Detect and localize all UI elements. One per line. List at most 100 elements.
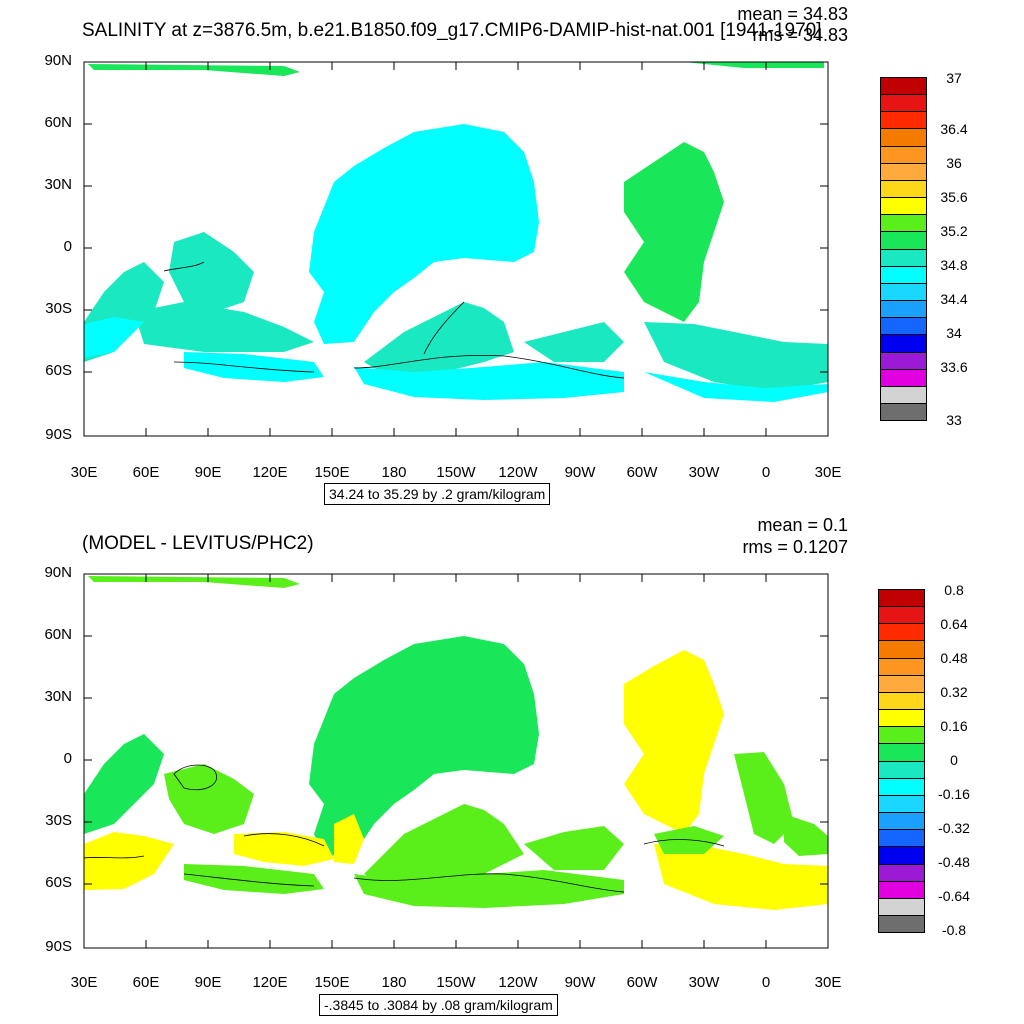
panel2-lon-0: 0	[761, 974, 771, 991]
panel2-mean: mean = 0.1	[757, 515, 848, 535]
panel1-cb-label-34-4: 34.4	[940, 291, 968, 307]
panel2-cb-label-0-8: 0.8	[944, 582, 964, 598]
panel2-lat-90n: 90N	[44, 564, 72, 581]
panel1-lon-30w: 30W	[688, 464, 720, 481]
colorbar-swatch	[881, 317, 926, 335]
colorbar-swatch	[879, 897, 924, 915]
panel1-cb-label-34-8: 34.8	[940, 257, 968, 273]
colorbar-swatch	[879, 640, 924, 658]
panel2-map	[83, 573, 829, 949]
antarctic-ring-east	[644, 372, 828, 402]
panel1-contours	[163, 261, 625, 379]
panel1-lon-150e: 150E	[314, 464, 350, 481]
panel2-lon-150w: 150W	[436, 974, 476, 991]
indian-ocean-west	[84, 734, 164, 834]
colorbar-swatch	[879, 880, 924, 898]
arctic-strip-west	[88, 576, 300, 588]
panel1-lon-0: 0	[761, 464, 771, 481]
panel1-colorbar	[880, 77, 927, 421]
colorbar-swatch	[879, 674, 924, 692]
colorbar-swatch	[881, 179, 926, 198]
panel1-title: SALINITY at z=3876.5m, b.e21.B1850.f09_g…	[82, 20, 822, 41]
colorbar-swatch	[879, 726, 924, 744]
arctic-strip-east	[684, 62, 824, 68]
panel1-cb-label-36: 36	[946, 155, 962, 171]
indian-south-band	[234, 832, 334, 866]
colorbar-swatch	[881, 197, 926, 215]
panel2-lon-30e: 30E	[70, 974, 98, 991]
colorbar-swatch	[881, 78, 926, 95]
atlantic-south	[654, 844, 828, 910]
panel1-salinity-field	[84, 62, 828, 402]
panel2-cb-label-0-64: 0.64	[940, 616, 968, 632]
panel2-lat-30n: 30N	[44, 688, 72, 705]
panel1-lon-30e-end: 30E	[814, 464, 842, 481]
colorbar-swatch	[881, 214, 926, 232]
pacific-basin	[309, 124, 539, 344]
panel1-cb-label-36-4: 36.4	[940, 121, 968, 137]
colorbar-swatch	[881, 334, 926, 352]
panel1-cb-label-34: 34	[946, 325, 962, 341]
colorbar-swatch	[881, 385, 926, 403]
panel2-lon-30e-end: 30E	[814, 974, 842, 991]
panel2-colorbar	[878, 589, 925, 933]
panel2-cb-label-neg-0-32: -0.32	[938, 820, 970, 836]
panel2-cb-label-0: 0	[950, 752, 958, 768]
indian-ocean-south-yellow	[84, 832, 174, 890]
panel2-cb-label-neg-0-64: -0.64	[938, 888, 970, 904]
colorbar-swatch	[881, 111, 926, 129]
panel2-lon-60w: 60W	[626, 974, 658, 991]
colorbar-swatch	[881, 248, 926, 266]
panel1-range-box: 34.24 to 35.29 by .2 gram/kilogram	[324, 483, 551, 505]
colorbar-swatch	[879, 709, 924, 727]
colorbar-swatch	[881, 300, 926, 318]
atlantic-south	[644, 322, 828, 392]
colorbar-swatch	[879, 777, 924, 795]
atlantic-south-east	[734, 752, 794, 844]
indian-to-australia	[84, 317, 144, 358]
southeast-pacific	[524, 322, 624, 362]
panel1-cb-label-37: 37	[946, 70, 962, 86]
colorbar-swatch	[881, 94, 926, 112]
panel1-lon-60e: 60E	[132, 464, 160, 481]
panel1-cb-label-35-6: 35.6	[940, 189, 968, 205]
pacific-south	[364, 804, 524, 886]
panel1-lon-90w: 90W	[564, 464, 596, 481]
panel2-range-box: -.3845 to .3084 by .08 gram/kilogram	[319, 994, 558, 1016]
panel1-ticks	[83, 61, 829, 437]
panel1-lat-90s: 90S	[45, 426, 72, 443]
pacific-south	[364, 302, 514, 374]
panel1-lat-0: 0	[63, 238, 72, 255]
colorbar-swatch	[881, 282, 926, 301]
panel1-cb-label-33: 33	[946, 412, 962, 428]
panel2-ticks	[83, 573, 829, 949]
panel2-rms: rms = 0.1207	[742, 537, 848, 557]
panel2-lon-120w: 120W	[498, 974, 538, 991]
panel1-lon-150w: 150W	[436, 464, 476, 481]
panel2-cb-label-neg-0-48: -0.48	[938, 854, 970, 870]
colorbar-swatch	[879, 829, 924, 847]
colorbar-swatch	[879, 846, 924, 864]
panel2-cb-label-neg-0-8: -0.8	[941, 922, 967, 938]
panel2-cb-label-neg-0-16: -0.16	[938, 786, 970, 802]
panel1-lat-30n: 30N	[44, 176, 72, 193]
colorbar-swatch	[879, 760, 924, 778]
arctic-strip-west	[88, 64, 300, 76]
southern-ocean-central	[354, 870, 624, 908]
panel2-lat-60s: 60S	[45, 874, 72, 891]
panel1-lat-90n: 90N	[44, 52, 72, 69]
colorbar-swatch	[881, 231, 926, 249]
atlantic-north	[624, 650, 724, 834]
panel1-mean: mean = 34.83	[737, 4, 848, 24]
panel1-map	[83, 61, 829, 437]
panel2-lon-30w: 30W	[688, 974, 720, 991]
panel2-lon-60e: 60E	[132, 974, 160, 991]
colorbar-swatch	[879, 691, 924, 710]
colorbar-swatch	[879, 794, 924, 813]
colorbar-swatch	[879, 590, 924, 607]
pacific-basin	[309, 636, 539, 856]
colorbar-swatch	[879, 914, 924, 933]
colorbar-swatch	[879, 657, 924, 675]
panel2-lat-90s: 90S	[45, 938, 72, 955]
colorbar-swatch	[881, 162, 926, 180]
